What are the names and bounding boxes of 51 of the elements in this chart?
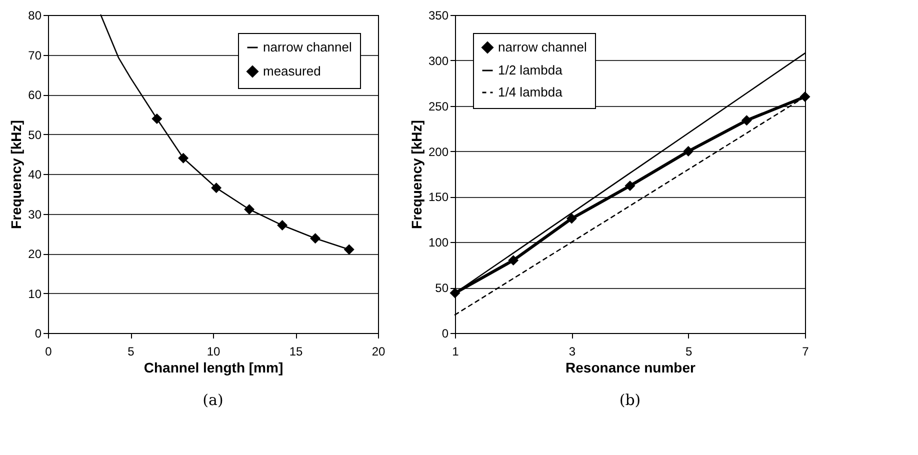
x-tick-label: 5 [685, 344, 692, 358]
text: (b) [619, 391, 641, 409]
point [683, 146, 694, 157]
y-axis-title: Frequency [kHz] [8, 120, 24, 229]
y-tick-label: 80 [28, 8, 42, 22]
x-tick-label: 1 [452, 344, 460, 358]
y-tick-label: 0 [442, 326, 449, 340]
y-tick-label: 100 [428, 236, 449, 250]
point [310, 233, 321, 244]
point [508, 255, 519, 266]
y-tick-label: 0 [34, 326, 42, 340]
y-tick-label: 10 [28, 286, 42, 301]
legend-label: 1/4 lambda [498, 84, 564, 100]
point [624, 180, 636, 192]
x-tick-label: 15 [289, 344, 303, 358]
x-tick-label: 0 [45, 344, 52, 358]
y-tick-label: 350 [428, 8, 449, 22]
y-tick-label: 60 [28, 88, 42, 102]
x-tick-label: 20 [372, 344, 386, 358]
x-axis-title: Resonance number [566, 360, 696, 376]
legend-label: narrow channel [263, 40, 352, 54]
y-tick-label: 50 [435, 281, 449, 296]
x-tick-label: 7 [802, 344, 810, 358]
y-tick-label: 70 [28, 48, 42, 62]
y-tick-label: 200 [428, 144, 449, 159]
point [741, 115, 752, 126]
text: (a) [202, 391, 224, 409]
point [244, 204, 255, 215]
y-tick-label: 50 [28, 128, 42, 142]
x-tick-label: 5 [128, 344, 135, 358]
point [277, 220, 288, 231]
y-axis-title: Frequency [kHz] [408, 120, 424, 229]
point [800, 92, 810, 102]
x-axis-title: Channel length [mm] [144, 360, 284, 376]
legend-label: narrow channel [498, 40, 587, 54]
x-tick-label: 3 [568, 344, 576, 358]
y-tick-label: 250 [428, 99, 449, 114]
y-tick-label: 300 [428, 54, 449, 68]
point [211, 182, 222, 194]
y-tick-label: 20 [28, 247, 42, 261]
point [152, 114, 162, 124]
point [566, 213, 577, 224]
legend-label: 1/2 lambda [498, 62, 564, 78]
y-tick-label: 150 [428, 190, 449, 204]
x-tick-label: 10 [206, 344, 220, 358]
point [344, 244, 354, 255]
y-tick-label: 40 [28, 168, 42, 182]
y-tick-label: 30 [28, 207, 42, 222]
point [178, 152, 189, 164]
legend-label: measured [263, 64, 321, 78]
point [450, 288, 460, 298]
